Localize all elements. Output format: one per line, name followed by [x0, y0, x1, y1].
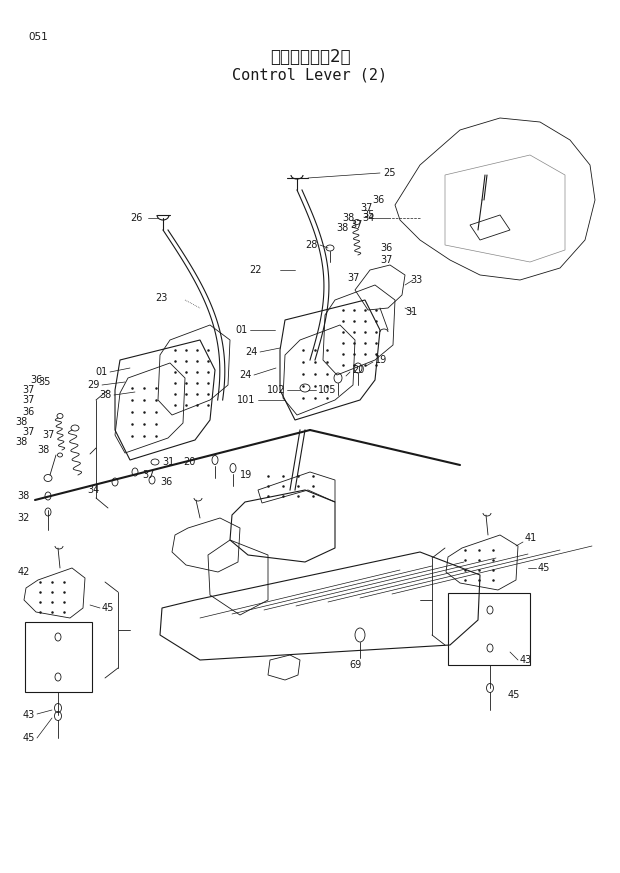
Text: 35: 35 — [362, 210, 374, 220]
Text: 45: 45 — [102, 603, 114, 613]
Text: 37: 37 — [22, 395, 34, 405]
Text: 45: 45 — [508, 690, 520, 700]
Text: Control Lever (2): Control Lever (2) — [232, 68, 388, 83]
Text: 操作レバー（2）: 操作レバー（2） — [270, 48, 350, 66]
Text: 36: 36 — [30, 375, 42, 385]
Text: 38: 38 — [342, 213, 354, 223]
Text: 41: 41 — [525, 533, 538, 543]
Text: 38: 38 — [18, 491, 30, 501]
Text: 37: 37 — [22, 427, 34, 437]
Text: 01: 01 — [236, 325, 248, 335]
Text: 23: 23 — [156, 293, 168, 303]
Text: 102: 102 — [267, 385, 285, 395]
Text: 37: 37 — [22, 385, 34, 395]
Text: 101: 101 — [237, 395, 255, 405]
Text: 43: 43 — [520, 655, 532, 665]
Text: 32: 32 — [17, 513, 30, 523]
Text: 20: 20 — [184, 457, 196, 467]
Text: 051: 051 — [28, 32, 48, 42]
Text: 20: 20 — [352, 365, 365, 375]
Text: 43: 43 — [23, 710, 35, 720]
Text: 37: 37 — [380, 255, 392, 265]
Text: 37: 37 — [142, 470, 154, 480]
Text: 24: 24 — [246, 347, 258, 357]
Text: 38: 38 — [38, 445, 50, 455]
Text: 31: 31 — [162, 457, 174, 467]
Text: 19: 19 — [240, 470, 252, 480]
Text: 24: 24 — [239, 370, 252, 380]
Text: 38: 38 — [15, 417, 27, 427]
Text: 37: 37 — [350, 220, 362, 230]
Text: 45: 45 — [22, 733, 35, 743]
Text: 37: 37 — [348, 273, 360, 283]
Text: 105: 105 — [318, 385, 337, 395]
Text: 36: 36 — [22, 407, 34, 417]
Text: 45: 45 — [538, 563, 551, 573]
Text: 37: 37 — [360, 203, 373, 213]
Text: 38: 38 — [100, 390, 112, 400]
Text: 28: 28 — [306, 240, 318, 250]
Text: 42: 42 — [17, 567, 30, 577]
Text: 29: 29 — [87, 380, 100, 390]
Text: 26: 26 — [130, 213, 143, 223]
Text: 37: 37 — [43, 430, 55, 440]
Text: 38: 38 — [336, 223, 348, 233]
Text: 36: 36 — [372, 195, 384, 205]
Text: 34: 34 — [363, 213, 375, 223]
Text: 36: 36 — [380, 243, 392, 253]
Text: 34: 34 — [88, 485, 100, 495]
Text: 35: 35 — [38, 377, 50, 387]
Text: 22: 22 — [249, 265, 262, 275]
Text: 19: 19 — [375, 355, 388, 365]
Text: 31: 31 — [405, 307, 417, 317]
Text: 25: 25 — [383, 168, 396, 178]
Text: 69: 69 — [349, 660, 361, 670]
Text: 33: 33 — [410, 275, 422, 285]
Text: 01: 01 — [95, 367, 108, 377]
Text: 36: 36 — [160, 477, 172, 487]
Text: 38: 38 — [15, 437, 27, 447]
